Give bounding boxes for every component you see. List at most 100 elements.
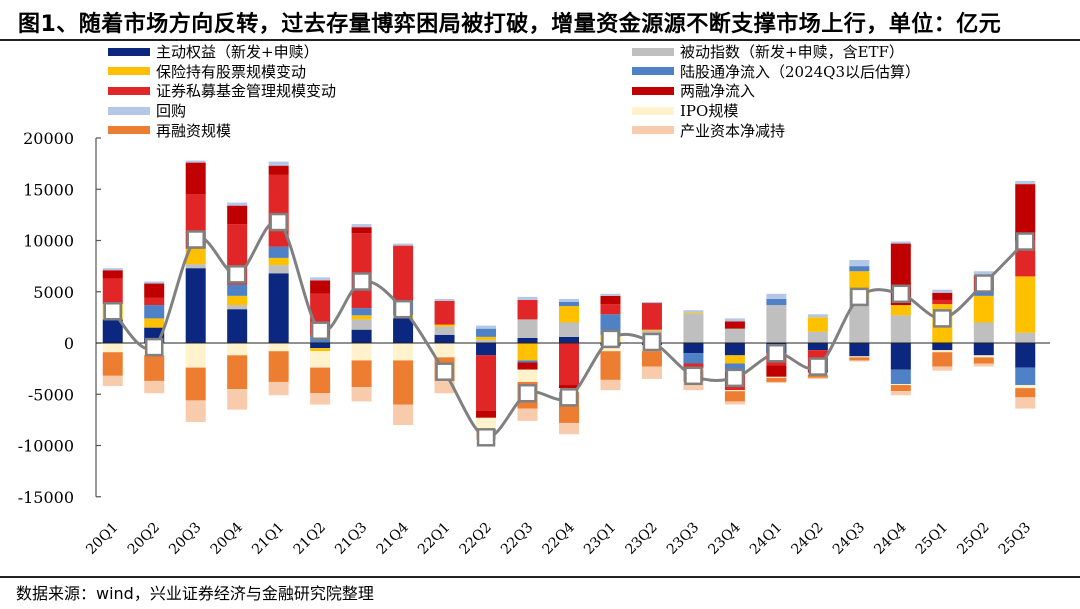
bar-segment [683,313,704,343]
net-flow-marker [725,368,745,388]
legend-swatch [632,126,674,135]
bar-segment [1015,367,1036,386]
bar-segment [185,162,206,195]
bar-segment [973,322,994,343]
bar-segment [807,317,828,332]
bar-segment [517,362,538,370]
bar-segment [227,355,248,390]
bar-segment [559,385,579,389]
net-flow-marker [144,337,164,357]
bar-segment [434,298,455,301]
x-tick-label: 21Q1 [249,520,287,558]
bar-segment [144,318,165,328]
bar-segment [185,367,206,401]
bar-segment [185,400,206,422]
bar-segment [144,297,165,306]
legend-item: IPO规模 [632,101,920,121]
bar-segment [185,264,206,269]
bar-segment [766,377,787,382]
bar-segment [890,369,911,384]
bar-segment [227,309,248,343]
bar-segment [351,315,372,320]
net-flow-marker [642,332,662,352]
bar-segment [393,318,414,343]
bar-segment [476,339,497,343]
bar-segment [724,391,745,402]
bar-segment [268,161,289,166]
bar-segment [517,408,538,421]
chart-title: 图1、随着市场方向反转，过去存量博弈困局被打破，增量资金源源不断支撑市场上行，单… [18,12,1002,37]
bar-segment [683,381,704,391]
bar-segment [351,387,372,402]
bar-segment [434,300,455,325]
legend-swatch [632,47,674,56]
bar-segment [641,303,662,330]
bar-segment [144,283,165,298]
bar-segment [434,326,455,335]
bar-segment [807,314,828,318]
bar-segment [227,305,248,310]
bar-segment [890,343,911,370]
legend-item: 陆股通净流入（2024Q3以后估算） [632,62,920,82]
bar-segment [559,302,579,307]
bar-segment [144,305,165,319]
bar-segment [559,422,579,435]
x-tick-label: 25Q2 [954,520,992,558]
bar-segment [393,343,414,361]
bar-segment [849,259,870,267]
bar-segment [973,357,994,364]
x-tick-label: 23Q3 [664,520,702,558]
bar-segment [227,295,248,306]
bar-segment [724,321,745,329]
bar-segment [434,334,455,343]
bar-segment [517,360,538,363]
bar-segment [973,271,994,276]
bar-segment [185,248,206,265]
bar-segment [683,310,704,313]
net-flow-marker [559,388,579,407]
legend-label: IPO规模 [680,102,739,121]
legend-label: 陆股通净流入（2024Q3以后估算） [680,62,921,81]
bar-segment [766,376,787,378]
bar-segment [310,351,331,368]
bar-segment [393,404,414,425]
x-tick-label: 23Q1 [581,520,619,558]
x-tick-label: 22Q1 [415,520,453,558]
x-tick-label: 23Q2 [622,520,660,558]
legend-label: 保险持有股票规模变动 [156,62,307,81]
bar-segment [600,293,621,296]
legend-item: 再融资规模 [108,120,336,140]
net-flow-marker [1016,232,1035,251]
net-flow-marker [850,287,869,307]
bar-segment [1015,332,1036,343]
bar-segment [807,343,828,351]
bar-segment [724,390,745,392]
bar-segment [268,246,289,258]
bar-segment [476,343,497,356]
bar-segment [724,401,745,405]
bar-segment [144,380,165,394]
bar-segment [227,284,248,296]
x-tick-label: 23Q4 [705,519,743,557]
net-flow-marker [891,284,911,304]
bar-segment [268,165,289,175]
x-tick-label: 24Q2 [788,520,826,558]
bar-segment [683,312,704,314]
legend-swatch [632,86,674,95]
bar-segment [890,241,911,244]
net-flow-marker [933,309,952,328]
bar-segment [1015,276,1036,333]
source-note: 数据来源：wind，兴业证券经济与金融研究院整理 [16,584,374,603]
bar-segment [351,227,372,234]
bar-segment [641,351,662,367]
bar-segment [932,289,953,293]
bar-segment [393,245,414,301]
legend-label: 主动权益（新发+申赎） [156,43,319,62]
legend-swatch [108,86,150,95]
bar-segment [724,318,745,322]
bar-segment [393,360,414,405]
bar-segment [1015,388,1036,398]
bar-segment [766,305,787,343]
y-tick-label: 15000 [23,180,74,199]
legend-item: 产业资本净减持 [632,120,920,140]
